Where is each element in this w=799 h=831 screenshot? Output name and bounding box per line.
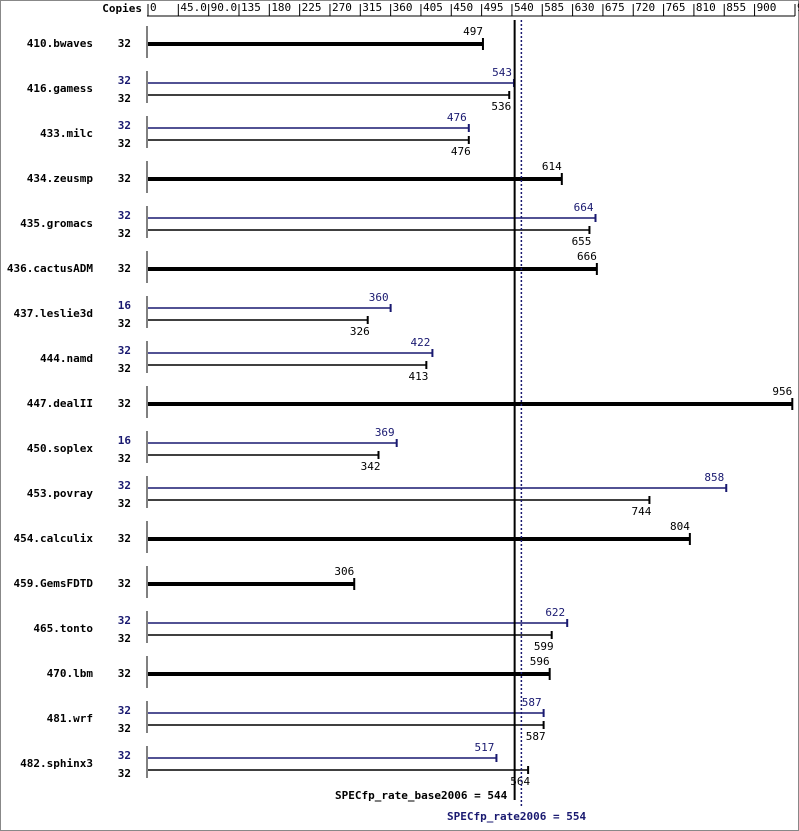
copies: 32	[118, 532, 131, 545]
benchmark-label: 447.dealII	[27, 397, 93, 410]
copies: 32	[118, 749, 131, 762]
benchmark-label: 453.povray	[27, 487, 94, 500]
x-tick-label: 960	[797, 1, 799, 14]
value-label: 587	[522, 696, 542, 709]
copies: 32	[118, 704, 131, 717]
x-tick-label: 90.0	[211, 1, 238, 14]
value-label: 655	[572, 235, 592, 248]
x-tick-label: 270	[332, 1, 352, 14]
x-tick-label: 675	[605, 1, 625, 14]
copies: 32	[118, 262, 131, 275]
copies: 32	[118, 577, 131, 590]
value-label: 599	[534, 640, 554, 653]
x-tick-label: 0	[150, 1, 157, 14]
copies: 32	[118, 397, 131, 410]
value-label: 476	[451, 145, 471, 158]
value-label: 536	[491, 100, 511, 113]
value-label: 369	[375, 426, 395, 439]
x-tick-label: 495	[484, 1, 504, 14]
copies: 32	[118, 209, 131, 222]
benchmark-label: 470.lbm	[47, 667, 94, 680]
copies: 32	[118, 227, 131, 240]
value-label: 564	[510, 775, 530, 788]
value-label: 956	[772, 385, 792, 398]
x-tick-label: 720	[635, 1, 655, 14]
value-label: 543	[492, 66, 512, 79]
benchmark-label: 410.bwaves	[27, 37, 93, 50]
benchmark-label: 481.wrf	[47, 712, 93, 725]
copies: 32	[118, 344, 131, 357]
copies: 32	[118, 667, 131, 680]
x-tick-label: 765	[666, 1, 686, 14]
copies: 32	[118, 722, 131, 735]
value-label: 587	[526, 730, 546, 743]
x-tick-label: 450	[453, 1, 473, 14]
benchmark-label: 416.gamess	[27, 82, 93, 95]
copies: 32	[118, 119, 131, 132]
benchmark-label: 433.milc	[40, 127, 93, 140]
benchmark-label: 444.namd	[40, 352, 93, 365]
x-tick-label: 900	[757, 1, 777, 14]
value-label: 476	[447, 111, 467, 124]
copies: 16	[118, 434, 132, 447]
benchmark-label: 465.tonto	[33, 622, 93, 635]
x-tick-label: 360	[393, 1, 413, 14]
value-label: 622	[545, 606, 565, 619]
benchmark-label: 482.sphinx3	[20, 757, 93, 770]
copies: 32	[118, 317, 131, 330]
copies: 32	[118, 137, 131, 150]
copies: 32	[118, 767, 131, 780]
value-label: 422	[411, 336, 431, 349]
x-tick-label: 540	[514, 1, 534, 14]
value-label: 413	[408, 370, 428, 383]
reference-label: SPECfp_rate2006 = 554	[447, 810, 586, 823]
reference-label: SPECfp_rate_base2006 = 544	[335, 789, 508, 802]
benchmark-label: 434.zeusmp	[27, 172, 94, 185]
x-tick-label: 630	[575, 1, 595, 14]
copies: 32	[118, 172, 131, 185]
value-label: 804	[670, 520, 690, 533]
copies: 32	[118, 362, 131, 375]
x-tick-label: 855	[726, 1, 746, 14]
benchmark-label: 454.calculix	[14, 532, 94, 545]
value-label: 497	[463, 25, 483, 38]
copies: 16	[118, 299, 132, 312]
x-tick-label: 225	[302, 1, 322, 14]
benchmark-label: 436.cactusADM	[7, 262, 93, 275]
copies: 32	[118, 614, 131, 627]
x-tick-label: 180	[271, 1, 291, 14]
benchmark-label: 450.soplex	[27, 442, 94, 455]
value-label: 326	[350, 325, 370, 338]
value-label: 306	[334, 565, 354, 578]
value-label: 517	[475, 741, 495, 754]
value-label: 360	[369, 291, 389, 304]
copies: 32	[118, 92, 131, 105]
value-label: 664	[574, 201, 594, 214]
x-tick-label: 135	[241, 1, 261, 14]
benchmark-label: 435.gromacs	[20, 217, 93, 230]
value-label: 744	[632, 505, 652, 518]
copies: 32	[118, 74, 131, 87]
benchmark-label: 437.leslie3d	[14, 307, 93, 320]
x-tick-label: 45.0	[180, 1, 207, 14]
copies: 32	[118, 479, 131, 492]
value-label: 596	[530, 655, 550, 668]
value-label: 614	[542, 160, 562, 173]
x-tick-label: 405	[423, 1, 443, 14]
x-tick-label: 585	[544, 1, 564, 14]
copies: 32	[118, 497, 131, 510]
copies: 32	[118, 632, 131, 645]
benchmark-label: 459.GemsFDTD	[14, 577, 94, 590]
x-tick-label: 315	[362, 1, 382, 14]
copies: 32	[118, 37, 131, 50]
value-label: 666	[577, 250, 597, 263]
copies: 32	[118, 452, 131, 465]
value-label: 858	[704, 471, 724, 484]
copies-header: Copies	[102, 2, 142, 15]
x-tick-label: 810	[696, 1, 716, 14]
value-label: 342	[361, 460, 381, 473]
